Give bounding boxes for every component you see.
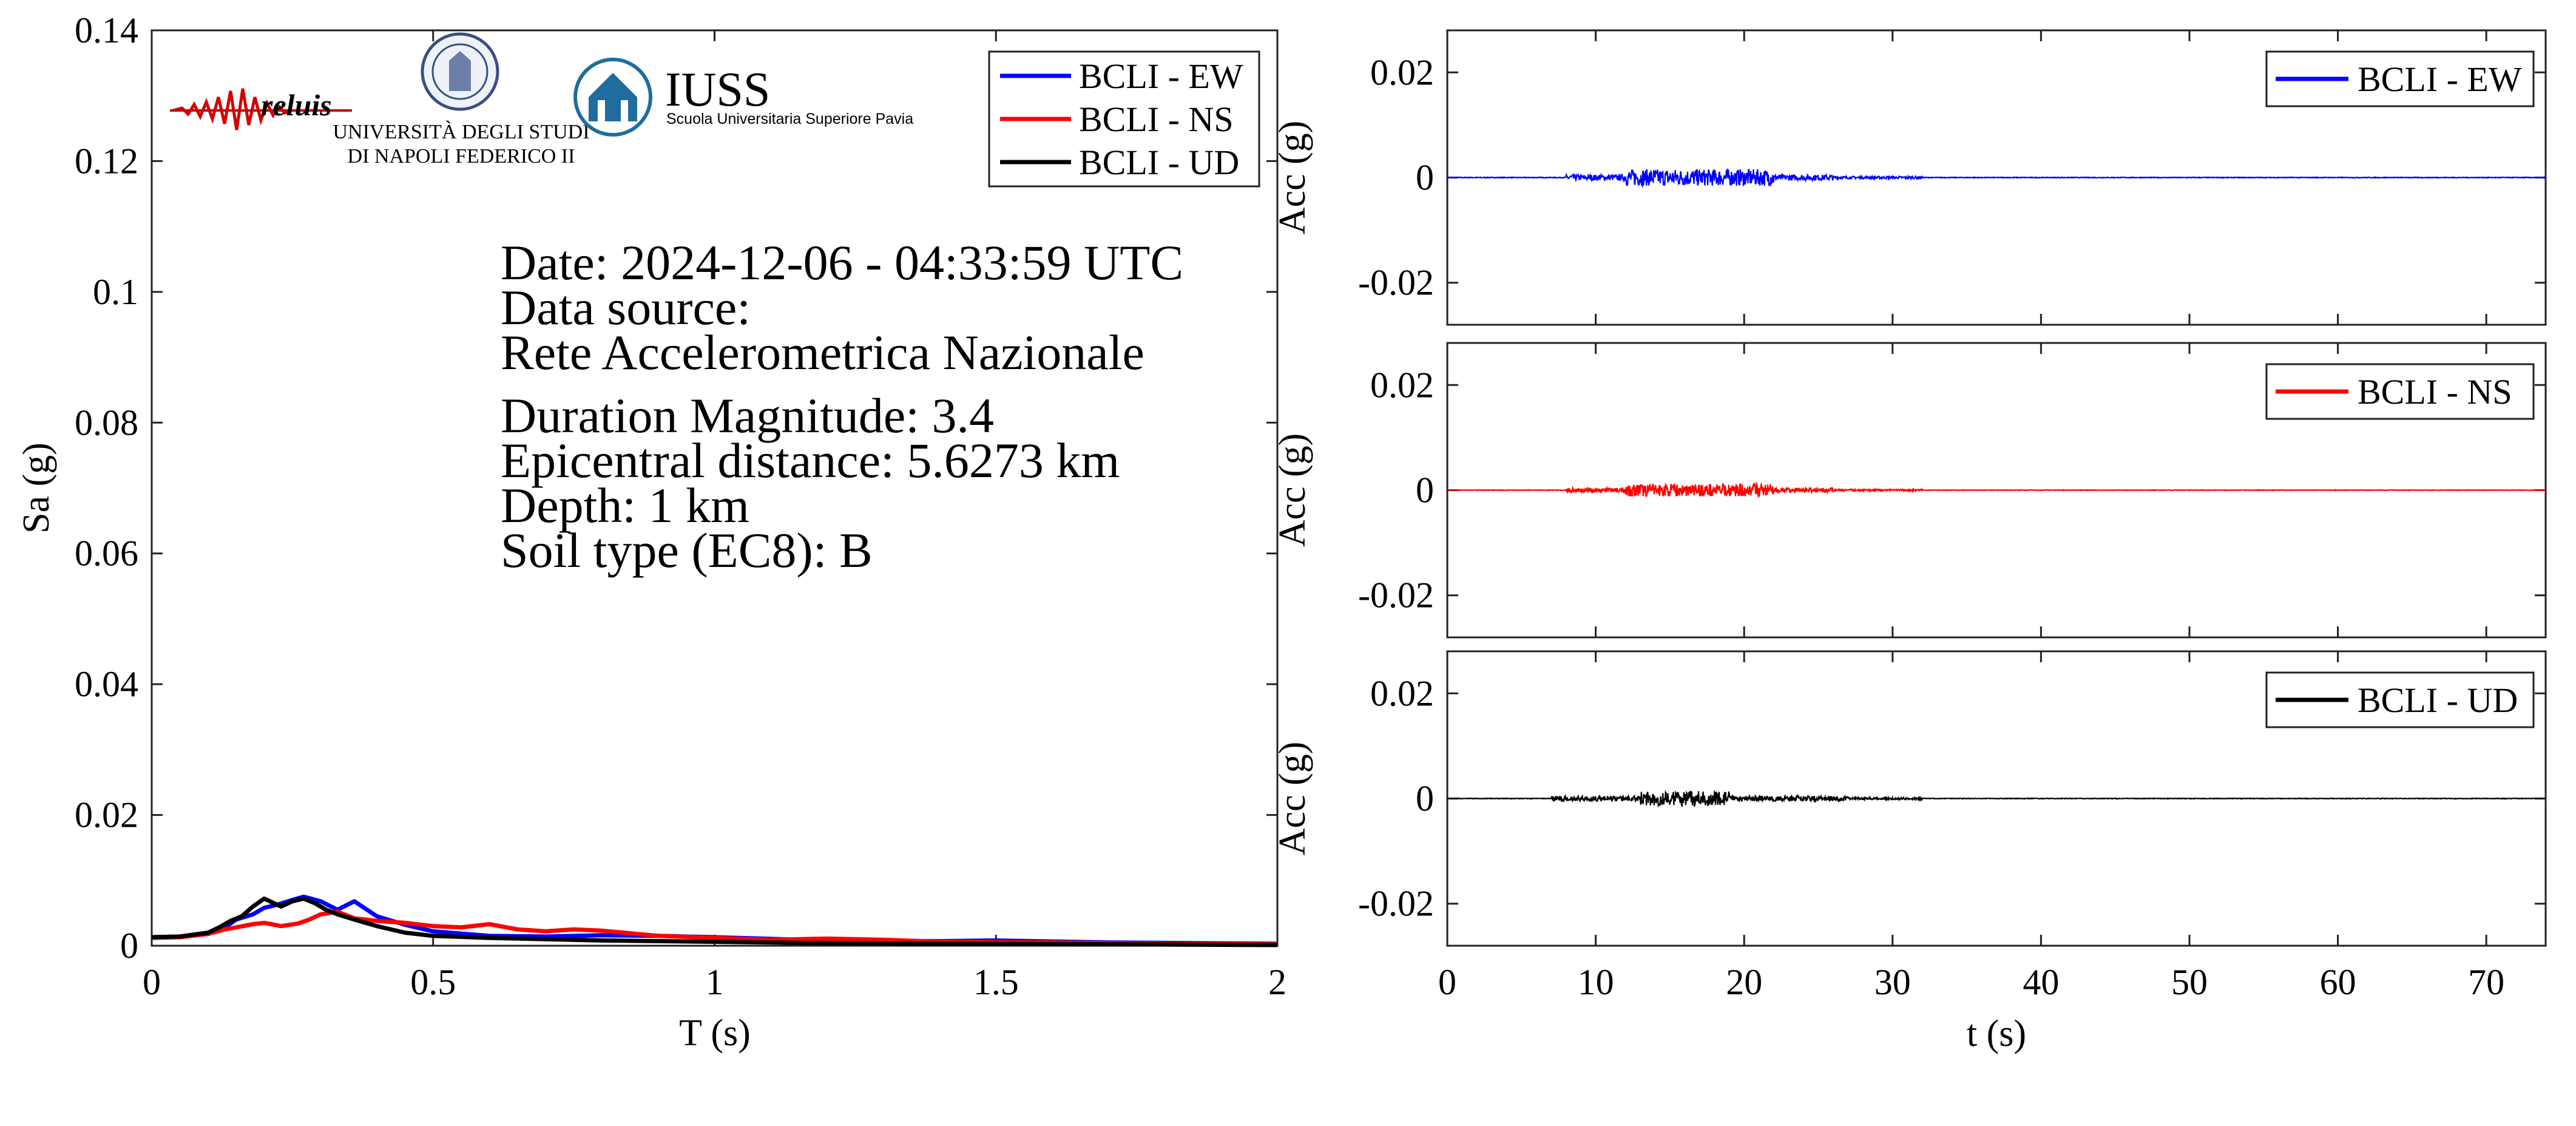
acc-waveform-ud [1447, 790, 2546, 808]
accelerogram-ew: 0.02 0 -0.02 Acc (g) BCLI - EW [1272, 29, 2547, 326]
spectrum-y-tick-label: 0.04 [75, 664, 138, 704]
acc-legend-label-ud: BCLI - UD [2358, 680, 2518, 720]
accelerogram-ns: 0.02 0 -0.02 Acc (g) BCLI - NS [1272, 342, 2547, 639]
spectrum-lines [151, 894, 1278, 948]
acc-y-axis-label-ew: Acc (g) [1272, 121, 1313, 235]
spectrum-y-axis-label: Sa (g) [16, 443, 57, 534]
spectrum-x-tick-label: 1 [706, 962, 724, 1002]
info-source-label: Data source: [501, 280, 751, 335]
spectrum-y-tick-label: 0.1 [93, 272, 138, 312]
spectrum-y-tick-label: 0.12 [75, 141, 138, 181]
acc-x-tick-label: 20 [1726, 962, 1762, 1002]
acc-y-tick-label-ew: 0.02 [1370, 52, 1434, 92]
info-date: Date: 2024-12-06 - 04:33:59 UTC [501, 235, 1183, 290]
acc-x-tick-label: 0 [1438, 962, 1456, 1002]
info-magnitude: Duration Magnitude: 3.4 [501, 388, 994, 443]
reluis-logo: reluis [170, 88, 352, 131]
acc-x-tick-label: 10 [1578, 962, 1614, 1002]
reluis-wave-icon [172, 88, 292, 131]
acc-x-tick-label: 40 [2023, 962, 2059, 1002]
acc-y-tick-label-ns: 0 [1416, 470, 1434, 510]
info-depth: Depth: 1 km [501, 478, 749, 533]
spectrum-x-tick-label: 2 [1268, 962, 1286, 1002]
acc-x-tick-label: 70 [2468, 962, 2504, 1002]
spectrum-y-tick-label: 0.14 [75, 10, 138, 50]
spectrum-line-ud [151, 896, 1278, 948]
spectrum-chart: 0 0.02 0.04 0.06 0.08 0.1 0.12 0.14 0 0.5 1 1.5 2 S… [16, 10, 1286, 1054]
iuss-logo: IUSS Scuola Universitaria Superiore Pavi… [573, 58, 913, 137]
unina-logo: UNIVERSITÀ DEGLI STUDI DI NAPOLI FEDERIC… [333, 32, 590, 168]
acc-y-tick-label-ew: 0 [1416, 158, 1434, 198]
spectrum-y-tick-label: 0.02 [75, 795, 138, 835]
spectrum-x-axis-label: T (s) [679, 1012, 751, 1054]
spectrum-legend: BCLI - EW BCLI - NS BCLI - UD [988, 50, 1260, 188]
spectrum-y-tick-label: 0.06 [75, 534, 138, 574]
acc-y-tick-label-ud: 0.02 [1370, 673, 1434, 713]
acc-waveform-ew [1447, 168, 2546, 189]
spectrum-y-tick-label: 0.08 [75, 402, 138, 443]
acc-y-tick-label-ew: -0.02 [1358, 263, 1434, 303]
legend-label-ew: BCLI - EW [1079, 56, 1243, 96]
legend-label-ns: BCLI - NS [1079, 100, 1234, 139]
info-distance: Epicentral distance: 5.6273 km [501, 433, 1120, 488]
acc-waveform-ns [1447, 481, 2546, 498]
acc-y-tick-label-ud: 0 [1416, 779, 1434, 819]
legend-label-ud: BCLI - UD [1079, 143, 1239, 182]
spectrum-line-ns [151, 909, 1278, 947]
acc-x-tick-label: 50 [2171, 962, 2208, 1002]
acc-x-axis-label: t (s) [1967, 1013, 2026, 1054]
info-source-name: Rete Accelerometrica Nazionale [501, 325, 1144, 380]
acc-y-tick-label-ns: -0.02 [1358, 575, 1434, 616]
acc-y-tick-label-ns: 0.02 [1370, 365, 1434, 405]
spectrum-x-tick-label: 1.5 [973, 962, 1019, 1002]
spectrum-x-tick-label: 0.5 [410, 962, 456, 1002]
reluis-logo-text: reluis [261, 88, 332, 122]
spectrum-y-ticks: 0 0.02 0.04 0.06 0.08 0.1 0.12 0.14 [75, 10, 1277, 966]
iuss-logo-subtitle: Scuola Universitaria Superiore Pavia [666, 110, 913, 127]
acc-y-axis-label-ud: Acc (g) [1272, 742, 1313, 856]
acc-x-tick-label: 30 [1875, 962, 1911, 1002]
spectrum-x-ticks: 0 0.5 1 1.5 2 [143, 30, 1286, 1002]
acc-legend-label-ew: BCLI - EW [2358, 59, 2522, 99]
event-info: Date: 2024-12-06 - 04:33:59 UTC Data sou… [501, 235, 1183, 578]
unina-logo-line2: DI NAPOLI FEDERICO II [348, 145, 575, 168]
iuss-logo-title: IUSS [665, 63, 770, 117]
info-soil: Soil type (EC8): B [501, 523, 873, 578]
acc-legend-label-ns: BCLI - NS [2358, 372, 2512, 412]
spectrum-y-tick-label: 0 [120, 926, 138, 966]
spectrum-x-tick-label: 0 [143, 962, 161, 1002]
unina-logo-line1: UNIVERSITÀ DEGLI STUDI [333, 121, 589, 143]
acc-y-tick-label-ud: -0.02 [1358, 884, 1434, 924]
acc-y-axis-label-ns: Acc (g) [1272, 433, 1313, 548]
acc-x-tick-label: 60 [2320, 962, 2356, 1002]
